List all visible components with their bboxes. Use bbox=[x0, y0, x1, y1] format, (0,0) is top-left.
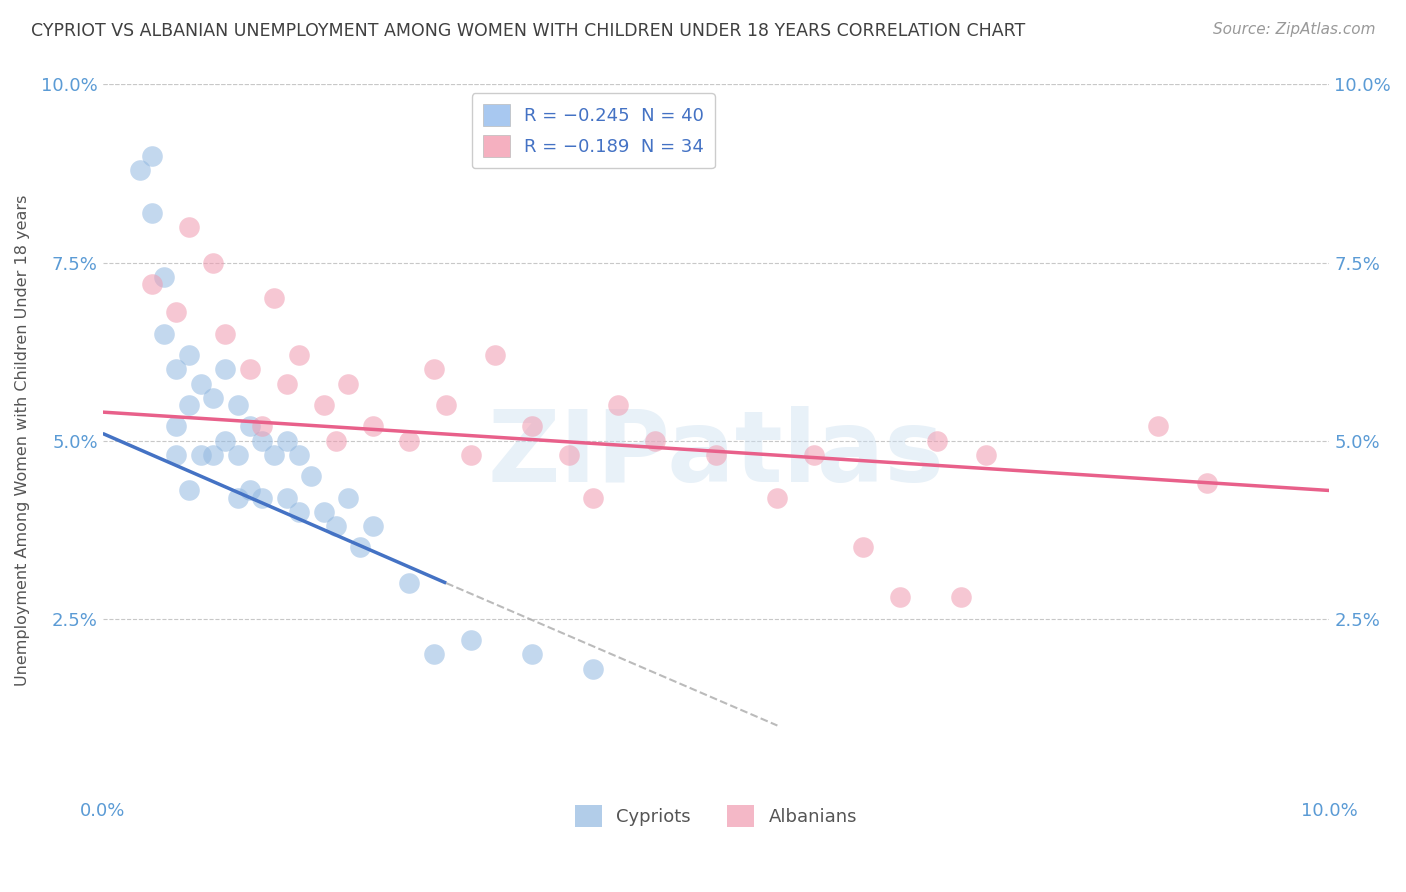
Point bbox=[239, 362, 262, 376]
Point bbox=[177, 398, 200, 412]
Point bbox=[128, 162, 150, 177]
Point bbox=[974, 448, 997, 462]
Point bbox=[239, 419, 262, 434]
Point bbox=[325, 434, 347, 448]
Point bbox=[582, 491, 605, 505]
Point bbox=[226, 398, 249, 412]
Point bbox=[153, 269, 176, 284]
Point bbox=[889, 591, 911, 605]
Point bbox=[925, 434, 948, 448]
Point bbox=[312, 505, 335, 519]
Point bbox=[337, 491, 360, 505]
Point bbox=[263, 448, 285, 462]
Point bbox=[803, 448, 825, 462]
Point bbox=[423, 362, 446, 376]
Point bbox=[214, 362, 236, 376]
Point bbox=[325, 519, 347, 533]
Point bbox=[177, 219, 200, 234]
Point bbox=[288, 448, 311, 462]
Point bbox=[202, 255, 225, 269]
Point bbox=[165, 448, 187, 462]
Point bbox=[214, 326, 236, 341]
Point bbox=[250, 434, 273, 448]
Point bbox=[558, 448, 581, 462]
Point bbox=[484, 348, 506, 362]
Point bbox=[202, 448, 225, 462]
Point bbox=[276, 491, 298, 505]
Point bbox=[276, 434, 298, 448]
Point bbox=[766, 491, 789, 505]
Legend: Cypriots, Albanians: Cypriots, Albanians bbox=[568, 797, 865, 834]
Point bbox=[1195, 476, 1218, 491]
Point bbox=[165, 305, 187, 319]
Point bbox=[361, 519, 384, 533]
Point bbox=[704, 448, 727, 462]
Point bbox=[153, 326, 176, 341]
Point bbox=[190, 376, 212, 391]
Point bbox=[950, 591, 973, 605]
Text: Source: ZipAtlas.com: Source: ZipAtlas.com bbox=[1212, 22, 1375, 37]
Point bbox=[582, 662, 605, 676]
Text: CYPRIOT VS ALBANIAN UNEMPLOYMENT AMONG WOMEN WITH CHILDREN UNDER 18 YEARS CORREL: CYPRIOT VS ALBANIAN UNEMPLOYMENT AMONG W… bbox=[31, 22, 1025, 40]
Point bbox=[520, 419, 543, 434]
Point bbox=[337, 376, 360, 391]
Text: ZIPatlas: ZIPatlas bbox=[488, 407, 945, 503]
Point bbox=[141, 205, 163, 219]
Point bbox=[288, 348, 311, 362]
Point bbox=[423, 648, 446, 662]
Point bbox=[520, 648, 543, 662]
Point bbox=[460, 633, 482, 648]
Point bbox=[644, 434, 666, 448]
Point bbox=[398, 434, 420, 448]
Point bbox=[263, 291, 285, 305]
Point bbox=[250, 491, 273, 505]
Point bbox=[165, 419, 187, 434]
Point bbox=[288, 505, 311, 519]
Point bbox=[606, 398, 628, 412]
Point bbox=[239, 483, 262, 498]
Point bbox=[226, 491, 249, 505]
Point bbox=[276, 376, 298, 391]
Point bbox=[165, 362, 187, 376]
Point bbox=[250, 419, 273, 434]
Point bbox=[852, 541, 875, 555]
Point bbox=[177, 348, 200, 362]
Point bbox=[141, 149, 163, 163]
Y-axis label: Unemployment Among Women with Children Under 18 years: Unemployment Among Women with Children U… bbox=[15, 195, 30, 686]
Point bbox=[1146, 419, 1168, 434]
Point bbox=[190, 448, 212, 462]
Point bbox=[226, 448, 249, 462]
Point bbox=[398, 576, 420, 591]
Point bbox=[361, 419, 384, 434]
Point bbox=[299, 469, 322, 483]
Point bbox=[434, 398, 457, 412]
Point bbox=[349, 541, 371, 555]
Point bbox=[214, 434, 236, 448]
Point bbox=[312, 398, 335, 412]
Point bbox=[460, 448, 482, 462]
Point bbox=[141, 277, 163, 291]
Point bbox=[202, 391, 225, 405]
Point bbox=[177, 483, 200, 498]
